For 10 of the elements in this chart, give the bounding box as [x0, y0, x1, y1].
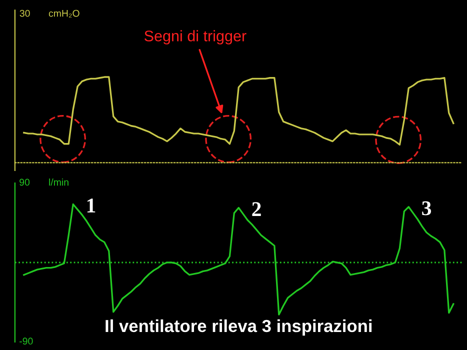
annotation: 3: [422, 201, 432, 216]
y-tick-label: 90: [20, 178, 30, 186]
y-tick-label: -90: [20, 338, 33, 345]
annotation: 1: [87, 198, 96, 212]
annotation: 2: [252, 202, 261, 216]
text: 30: [20, 10, 30, 17]
annotation: Il ventilatore rileva 3 inspirazioni: [106, 319, 372, 336]
text: Segni di trigger: [144, 30, 246, 44]
y-axis-title: l/min: [49, 178, 68, 186]
y-axis-title: cmH₂O: [48, 10, 80, 18]
